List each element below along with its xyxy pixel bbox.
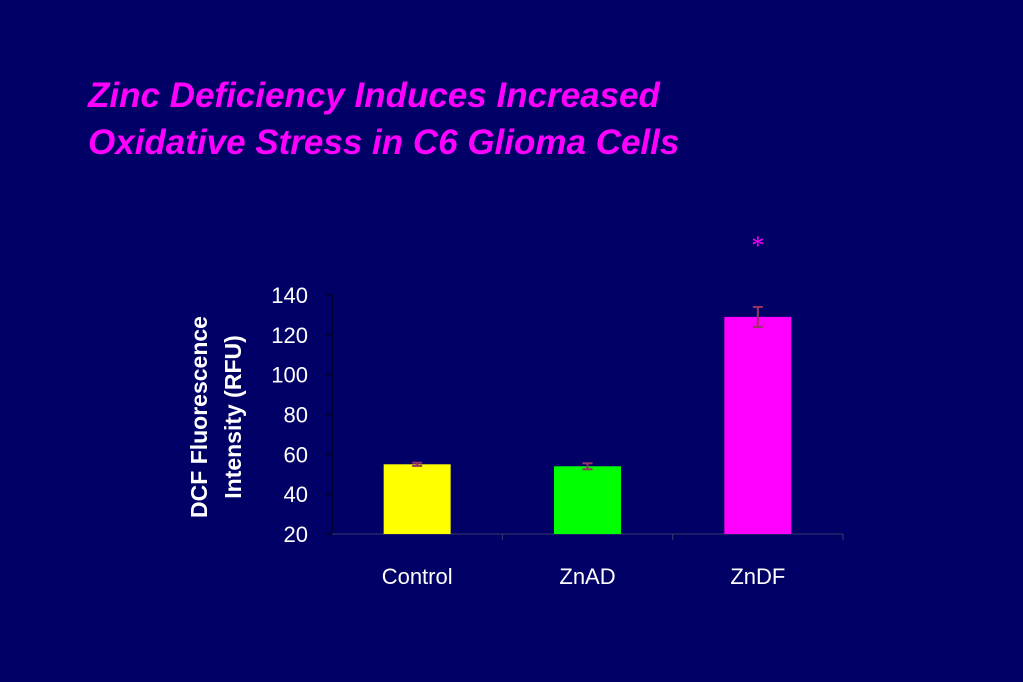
y-tick-label: 140 bbox=[271, 283, 308, 308]
x-category-label: ZnDF bbox=[730, 564, 785, 589]
y-tick-label: 120 bbox=[271, 323, 308, 348]
slide-title: Zinc Deficiency Induces Increased Oxidat… bbox=[88, 72, 948, 166]
y-tick-label: 100 bbox=[271, 363, 308, 388]
chart-labels: 20 40 60 80 100 120 140 Control ZnAD ZnDF * DCF Flu… bbox=[186, 231, 785, 589]
bar-control bbox=[383, 464, 451, 534]
significance-marker: * bbox=[751, 231, 764, 260]
y-axis-title-line: DCF Fluorescence bbox=[186, 316, 212, 518]
slide-title-line-1: Zinc Deficiency Induces Increased bbox=[88, 76, 660, 115]
y-tick-label: 80 bbox=[284, 403, 308, 428]
y-tick-label: 60 bbox=[284, 442, 308, 467]
x-category-label: ZnAD bbox=[559, 564, 615, 589]
y-axis-title: DCF Fluorescence Intensity (RFU) bbox=[186, 316, 246, 518]
chart-bars bbox=[383, 305, 792, 534]
x-category-label: Control bbox=[382, 564, 453, 589]
y-axis-title-line: Intensity (RFU) bbox=[220, 335, 246, 499]
y-tick-label: 40 bbox=[284, 482, 308, 507]
slide-title-line-2: Oxidative Stress in C6 Glioma Cells bbox=[88, 123, 680, 162]
bar-zndf bbox=[724, 316, 792, 534]
y-tick-label: 20 bbox=[284, 522, 308, 547]
bar-znad bbox=[554, 466, 621, 534]
